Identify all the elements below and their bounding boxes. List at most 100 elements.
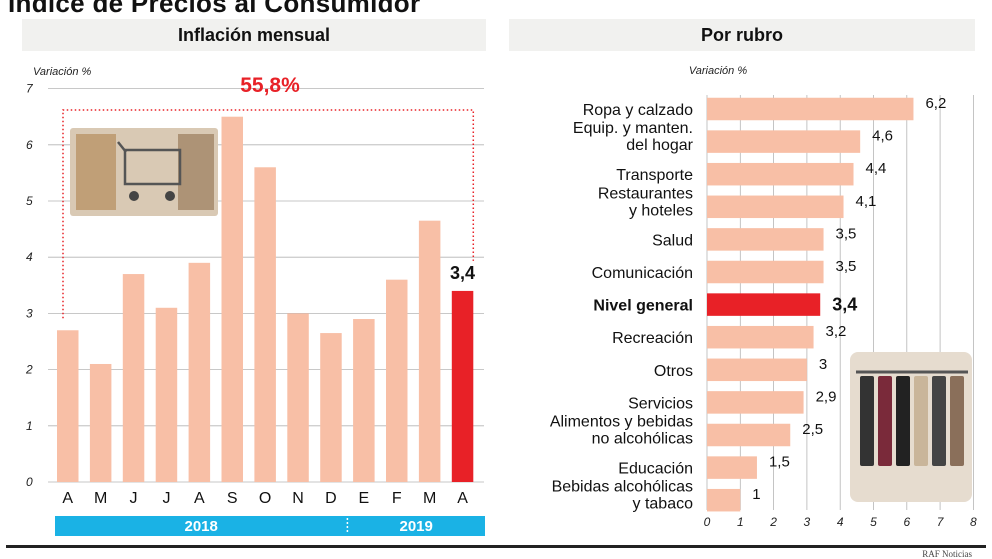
garment xyxy=(932,376,946,466)
category-label: Equip. y manten. xyxy=(573,120,693,137)
y-axis-label: Variación % xyxy=(33,66,92,78)
category-label: no alcohólicas xyxy=(592,431,693,448)
category-label: Alimentos y bebidas xyxy=(550,414,693,431)
x-tick-label: S xyxy=(227,490,238,507)
bar xyxy=(707,488,741,512)
value-label: 6,2 xyxy=(925,95,946,112)
bar xyxy=(254,167,276,482)
cart-basket xyxy=(123,148,182,186)
value-label: 3,5 xyxy=(836,225,857,242)
photo-shelf-right xyxy=(178,134,214,210)
value-label: 1,5 xyxy=(769,454,790,471)
y-tick-label: 5 xyxy=(26,194,33,208)
x-tick-label: 1 xyxy=(737,515,744,529)
value-label: 2,9 xyxy=(816,388,837,405)
bar xyxy=(707,130,861,153)
right-panel-header: Por rubro xyxy=(509,19,975,51)
bar xyxy=(155,307,178,482)
x-tick-label: 6 xyxy=(903,515,910,529)
bar xyxy=(386,279,408,482)
category-label: y tabaco xyxy=(633,496,694,513)
garment xyxy=(914,376,928,466)
page-title: Índice de Precios al Consumidor xyxy=(8,0,421,18)
category-label: Recreación xyxy=(612,330,693,347)
x-tick-label: D xyxy=(325,490,337,507)
x-tick-label: N xyxy=(292,490,304,507)
category-label: Restaurantes xyxy=(598,185,693,202)
footer-rule xyxy=(6,545,986,548)
x-tick-label: O xyxy=(259,490,271,507)
value-label: 4,4 xyxy=(866,160,887,177)
x-tick-label: J xyxy=(130,490,138,507)
x-tick-label: A xyxy=(194,490,205,507)
bar xyxy=(89,363,112,482)
clothing-rack-icon xyxy=(850,352,972,502)
source-credit: RAF Noticias xyxy=(922,549,972,559)
y-tick-label: 7 xyxy=(26,82,34,96)
bar xyxy=(707,423,791,447)
category-label: Otros xyxy=(654,363,693,380)
garment xyxy=(950,376,964,466)
x-tick-label: 0 xyxy=(704,515,711,529)
bar xyxy=(122,274,145,482)
bar xyxy=(707,391,804,414)
garment xyxy=(878,376,892,466)
category-label: y hoteles xyxy=(629,202,693,219)
bar xyxy=(707,97,914,121)
x-tick-label: 4 xyxy=(837,515,844,529)
x-tick-label: M xyxy=(94,490,107,507)
bar xyxy=(57,330,79,482)
highlight-category-label: Nivel general xyxy=(593,298,693,315)
value-label: 4,1 xyxy=(856,193,877,210)
highlight-bar xyxy=(707,293,821,316)
cumulative-bracket xyxy=(62,109,475,319)
category-label: Servicios xyxy=(628,395,693,412)
garment xyxy=(860,376,874,466)
bar xyxy=(287,313,309,482)
highlight-value-label: 3,4 xyxy=(832,295,857,315)
value-label: 2,5 xyxy=(802,421,823,438)
category-label: del hogar xyxy=(626,137,693,154)
left-panel-header: Inflación mensual xyxy=(22,19,486,51)
bar xyxy=(353,319,375,482)
y-tick-label: 0 xyxy=(26,475,33,489)
x-tick-label: M xyxy=(423,490,436,507)
x-tick-label: J xyxy=(162,490,170,507)
x-axis-label: Variación % xyxy=(689,65,748,77)
bar xyxy=(707,228,824,251)
x-tick-label: 8 xyxy=(970,515,977,529)
y-tick-label: 1 xyxy=(26,419,33,433)
cart-handle xyxy=(117,141,127,153)
bar xyxy=(707,260,824,284)
category-label: Bebidas alcohólicas xyxy=(552,479,693,496)
value-label: 1 xyxy=(752,486,760,503)
x-tick-label: 3 xyxy=(804,515,811,529)
photo-shelf-left xyxy=(76,134,116,210)
category-label: Transporte xyxy=(616,167,693,184)
bar xyxy=(188,262,211,482)
cart-wheel xyxy=(165,191,175,201)
x-tick-label: 5 xyxy=(870,515,877,529)
x-tick-label: 2 xyxy=(769,515,777,529)
bar xyxy=(707,456,757,479)
x-tick-label: A xyxy=(62,490,73,507)
year-band xyxy=(55,516,485,536)
bar xyxy=(707,358,807,382)
value-label: 3,2 xyxy=(826,323,847,340)
bar xyxy=(320,333,342,482)
value-label: 4,6 xyxy=(872,128,893,145)
bar xyxy=(707,195,844,219)
cumulative-label: 55,8% xyxy=(240,74,300,97)
cart-wheel xyxy=(129,191,139,201)
category-label: Salud xyxy=(652,232,693,249)
bar xyxy=(221,116,243,482)
bar xyxy=(707,162,854,186)
highlight-bar xyxy=(451,290,474,482)
year-label-2018: 2018 xyxy=(185,518,218,535)
category-label: Comunicación xyxy=(592,265,693,282)
highlight-value-label: 3,4 xyxy=(450,263,475,283)
bar xyxy=(418,220,441,483)
x-tick-label: A xyxy=(457,490,468,507)
